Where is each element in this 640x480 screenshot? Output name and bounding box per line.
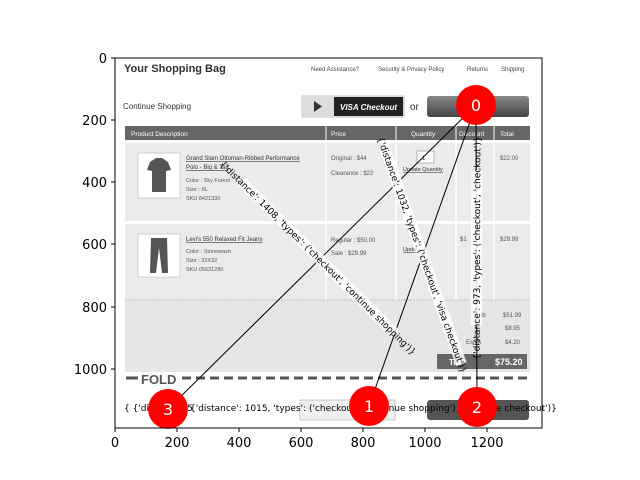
item-price-clearance: Clearance : $22 — [331, 171, 374, 177]
update-quantity-link[interactable]: Update — [403, 247, 421, 253]
y-tick-label: 200 — [82, 114, 107, 129]
visa-logo-box — [334, 97, 403, 116]
y-axis: 0 200 400 600 800 1000 — [74, 52, 115, 378]
annotation-bottom-right: e checkout')} — [496, 404, 557, 414]
x-tick-label: 1200 — [470, 436, 503, 451]
item-price-regular: Regular : $50.00 — [331, 238, 376, 244]
x-tick-label: 0 — [111, 436, 119, 451]
markers: 0 1 2 3 — [148, 85, 497, 429]
fold-label: FOLD — [141, 372, 176, 387]
marker-label-1: 1 — [364, 397, 374, 416]
header-link-returns[interactable]: Returns — [467, 67, 488, 73]
continue-shopping-link[interactable]: Continue Shopping — [123, 102, 191, 111]
header-link-assistance[interactable]: Need Assistance? — [311, 67, 360, 73]
item-price-sale: Sale : $29.99 — [331, 251, 367, 257]
item-total: $22.00 — [500, 156, 519, 162]
y-tick-label: 600 — [82, 238, 107, 253]
subtotal-value: $51.99 — [503, 313, 522, 319]
col-header-discount: Discount — [459, 131, 484, 138]
visa-checkout-label: VISA Checkout — [340, 103, 397, 112]
item-name[interactable]: Grand Slam Ottoman-Ribbed Performance — [186, 156, 300, 162]
y-tick-label: 1000 — [74, 363, 107, 378]
or-text: or — [410, 102, 420, 113]
total-value: $75.20 — [495, 357, 523, 367]
table-header-bar — [125, 126, 530, 140]
axes-frame — [114, 57, 543, 429]
col-header-quantity: Quantity — [411, 131, 436, 138]
item-name[interactable]: Levi's 550 Relaxed Fit Jeans — [186, 237, 263, 243]
annotation-0-2: {'distance': 973, 'types': ('checkout', … — [473, 136, 484, 359]
x-tick-label: 400 — [227, 436, 252, 451]
x-tick-label: 600 — [289, 436, 314, 451]
marker-0 — [456, 85, 496, 125]
item-total: $29.99 — [500, 237, 519, 243]
x-tick-label: 200 — [165, 436, 190, 451]
item-discount: $1 — [460, 237, 467, 243]
marker-2 — [457, 387, 497, 427]
marker-3 — [148, 389, 188, 429]
marker-label-0: 0 — [471, 96, 481, 115]
col-header-price: Price — [331, 131, 346, 138]
jeans-icon — [150, 238, 168, 273]
col-header-total: Total — [500, 131, 514, 138]
page-title: Your Shopping Bag — [124, 63, 226, 75]
header-link-shipping[interactable]: Shipping — [501, 67, 524, 73]
marker-1 — [349, 386, 389, 426]
header-link-security[interactable]: Security & Privacy Policy — [378, 67, 444, 73]
estimate-label: Estim — [466, 340, 481, 346]
table-row — [125, 143, 530, 221]
item-color: Color : Sky Forest — [186, 178, 230, 184]
x-tick-label: 800 — [351, 436, 376, 451]
item-color: Color : Stonewash — [186, 249, 231, 255]
y-tick-label: 0 — [99, 52, 107, 67]
item-size: Size : XL — [186, 187, 208, 193]
shipping-value: $8.95 — [505, 326, 521, 332]
chevron-right-icon — [314, 101, 322, 112]
item-sku: SKU 05631280 — [186, 267, 223, 273]
item-sku: SKU 8421330 — [186, 196, 220, 202]
quantity-input[interactable] — [416, 150, 435, 164]
quantity-value: 1 — [422, 156, 426, 162]
col-header-product: Product Description — [131, 131, 188, 138]
item-size: Size : 32X32 — [186, 258, 217, 264]
y-tick-label: 400 — [82, 176, 107, 191]
marker-label-2: 2 — [472, 398, 482, 417]
item-price-original: Original : $44 — [331, 156, 367, 162]
y-tick-label: 800 — [82, 301, 107, 316]
x-tick-label: 1000 — [408, 436, 441, 451]
update-quantity-link[interactable]: Update Quantity — [403, 167, 443, 173]
item-name-line2[interactable]: Polo - Big & Tall — [186, 165, 228, 171]
marker-label-3: 3 — [163, 400, 173, 419]
annotation-bottom-mid: {'distance': 1015, 'types': ('checkout',… — [190, 404, 461, 414]
polo-shirt-icon — [147, 158, 171, 192]
estimate-value: $4.20 — [505, 340, 521, 346]
x-axis: 0 200 400 600 800 1000 1200 — [111, 428, 504, 451]
